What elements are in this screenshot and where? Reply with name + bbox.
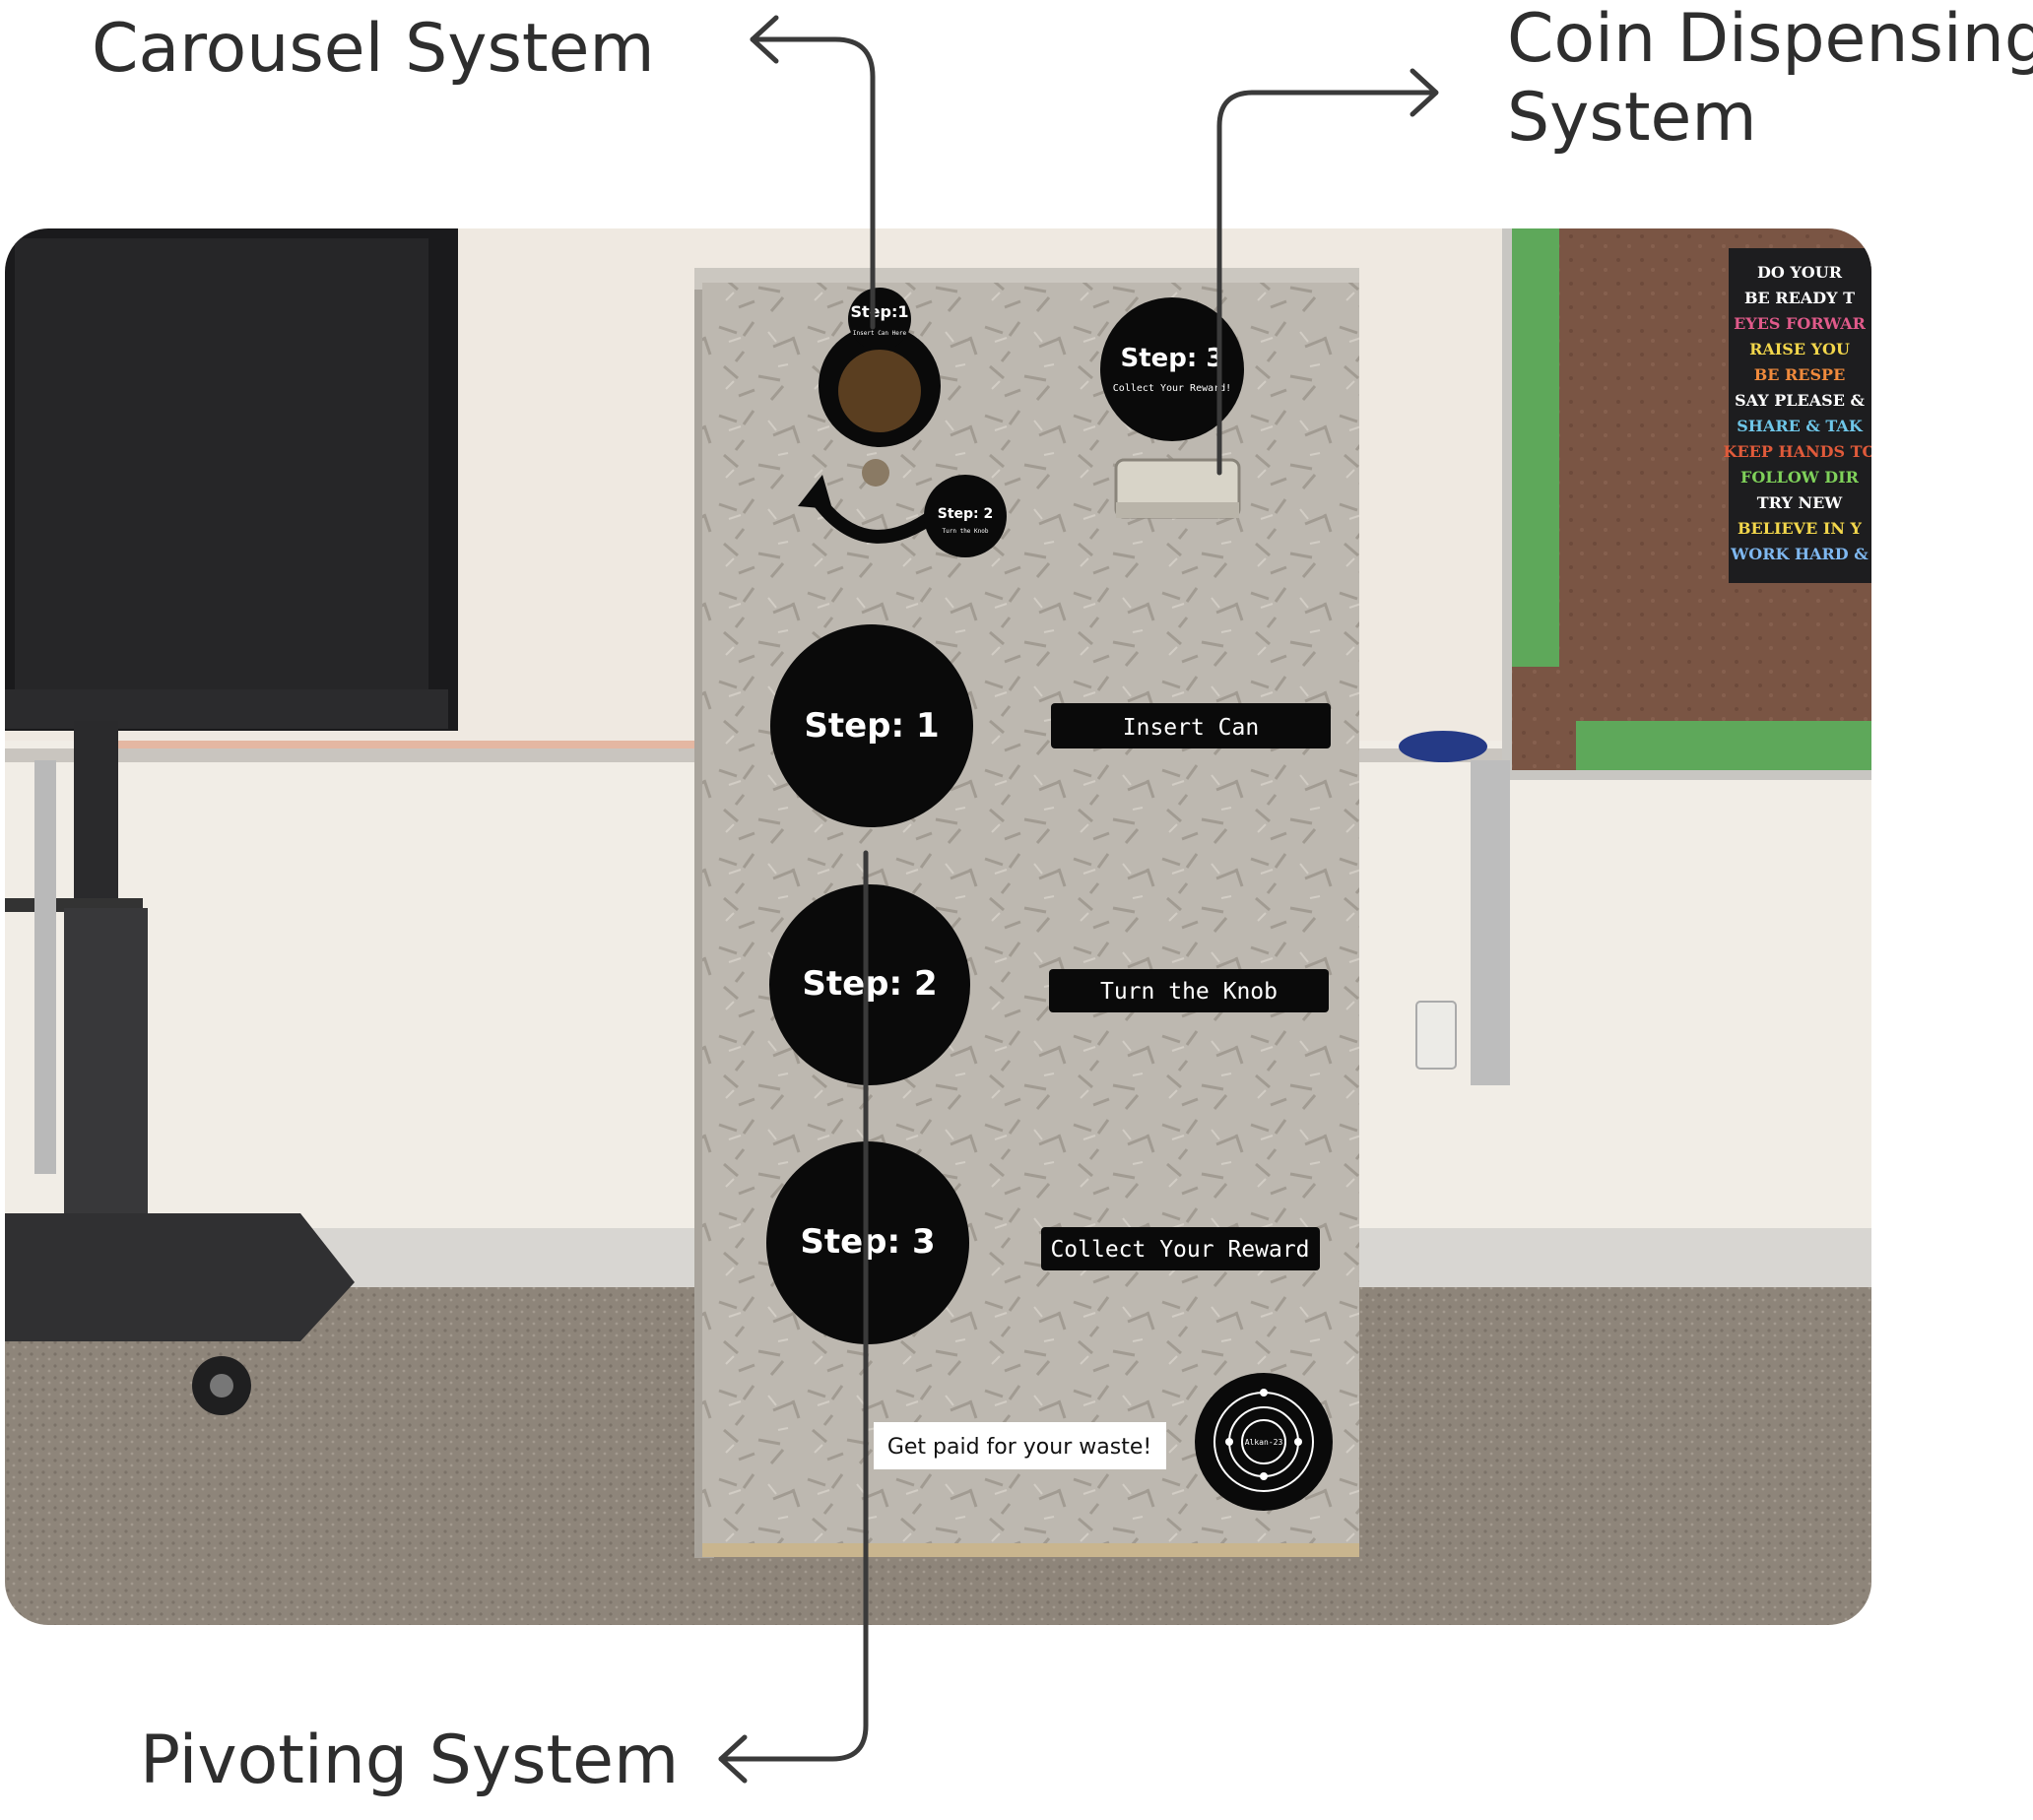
poster-line: DO YOUR xyxy=(1757,263,1843,282)
poster-line: EYES FORWAR xyxy=(1734,314,1867,333)
stapler xyxy=(1399,731,1487,762)
step-2-circle-text: Step: 2 xyxy=(802,964,937,1004)
can-hole-sub-text: Insert Can Here xyxy=(853,330,907,337)
knob-sticker xyxy=(924,475,1007,557)
poster-line: BE RESPE xyxy=(1754,365,1846,384)
can-hole[interactable] xyxy=(838,350,921,432)
callout-pivoting-system: Pivoting System xyxy=(140,1722,680,1799)
wall-track-left xyxy=(34,760,56,1174)
step-2-label-bg xyxy=(1049,969,1329,1012)
knob-sticker-sub: Turn the Knob xyxy=(943,528,989,535)
turn-arrow-head xyxy=(798,475,832,509)
step-3-label: Collect Your Reward xyxy=(1050,1237,1309,1263)
turn-knob[interactable] xyxy=(862,459,889,487)
brand-logo: Alkan-23 xyxy=(1195,1373,1333,1511)
callout-coin-dispensing-line2: System xyxy=(1507,79,1757,157)
tv-stand-upright xyxy=(64,908,148,1263)
tagline-text: Get paid for your waste! xyxy=(887,1435,1151,1460)
rules-poster xyxy=(1729,248,1871,583)
poster-line: BELIEVE IN Y xyxy=(1738,519,1863,538)
knob-sticker-step: Step: 2 xyxy=(938,506,994,522)
cactus-border-left xyxy=(1512,228,1559,667)
step-1-label-bg xyxy=(1051,703,1331,748)
poster-line: RAISE YOU xyxy=(1749,340,1850,358)
step-1-circle xyxy=(770,624,973,827)
reward-sticker-step: Step: 3 xyxy=(1121,344,1224,373)
wall-track-right xyxy=(1471,760,1510,1085)
carousel-connector xyxy=(750,36,876,330)
callout-carousel-system: Carousel System xyxy=(92,10,655,88)
pivoting-arrowhead xyxy=(718,1734,748,1784)
poster-line: SAY PLEASE & xyxy=(1735,391,1865,410)
machine-photo: DO YOUR BE READY T EYES FORWAR RAISE YOU BE … xyxy=(5,228,1871,1625)
can-hole-step-text: Step:1 xyxy=(850,302,908,321)
carousel-arrowhead xyxy=(750,15,779,64)
tv-stand-wheel-hub xyxy=(210,1374,233,1398)
tv-screen-glare xyxy=(15,238,428,701)
step-3-label-bg xyxy=(1041,1227,1320,1270)
step-1-label: Insert Can xyxy=(1123,715,1259,741)
poster-line: KEEP HANDS TO xyxy=(1724,442,1871,461)
callout-coin-dispensing-line1: Coin Dispensing xyxy=(1507,0,2033,78)
poster-line: TRY NEW xyxy=(1757,493,1844,512)
poster-line: FOLLOW DIR xyxy=(1740,468,1860,487)
pivoting-connector xyxy=(718,850,869,1762)
poster-line: BE READY T xyxy=(1744,289,1855,307)
poster-line: SHARE & TAK xyxy=(1737,417,1864,435)
poster-line: WORK HARD & xyxy=(1730,545,1869,563)
coin-arrowhead xyxy=(1410,68,1439,117)
can-hole-sticker-tab xyxy=(848,288,911,351)
tagline-sticker xyxy=(874,1422,1166,1469)
tv-stand-base xyxy=(5,1213,355,1341)
coin-connector xyxy=(1216,90,1437,476)
marker-dots xyxy=(113,741,694,748)
step-2-circle xyxy=(769,884,970,1085)
step-1-circle-text: Step: 1 xyxy=(804,706,939,746)
wall-outlet xyxy=(1415,1001,1457,1070)
rules-poster-text: DO YOUR BE READY T EYES FORWAR RAISE YOU BE … xyxy=(1724,263,1871,563)
logo-text: Alkan-23 xyxy=(1245,1438,1283,1447)
cactus-border-bottom xyxy=(1576,721,1871,770)
reward-sticker xyxy=(1100,297,1244,441)
reward-sticker-sub: Collect Your Reward! xyxy=(1113,383,1231,394)
coin-dispenser-lip xyxy=(1116,502,1239,518)
step-2-label: Turn the Knob xyxy=(1100,979,1278,1005)
